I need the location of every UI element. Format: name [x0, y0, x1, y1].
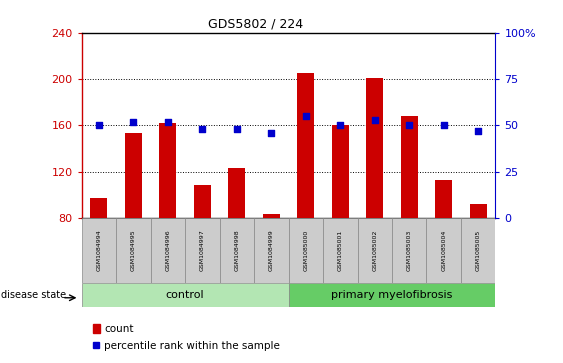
Text: GSM1085002: GSM1085002 — [372, 230, 377, 271]
Text: count: count — [104, 324, 133, 334]
Text: GSM1084994: GSM1084994 — [96, 229, 101, 272]
Text: GSM1084998: GSM1084998 — [234, 230, 239, 271]
Text: GSM1085005: GSM1085005 — [476, 230, 481, 271]
Text: GSM1084996: GSM1084996 — [166, 230, 171, 271]
Point — [95, 122, 104, 128]
Bar — [332, 125, 349, 218]
FancyBboxPatch shape — [289, 283, 495, 307]
Point — [370, 117, 379, 123]
FancyBboxPatch shape — [82, 283, 289, 307]
Text: GSM1084997: GSM1084997 — [200, 229, 205, 272]
FancyBboxPatch shape — [116, 218, 151, 283]
Bar — [435, 180, 452, 218]
Point — [336, 122, 345, 128]
FancyBboxPatch shape — [185, 218, 220, 283]
Bar — [125, 133, 142, 218]
FancyBboxPatch shape — [358, 218, 392, 283]
Point — [163, 119, 172, 125]
Point — [301, 113, 310, 119]
FancyBboxPatch shape — [151, 218, 185, 283]
Text: GSM1085003: GSM1085003 — [406, 230, 412, 271]
Text: disease state: disease state — [1, 290, 66, 300]
Point — [439, 122, 448, 128]
Text: control: control — [166, 290, 204, 300]
Point — [405, 122, 414, 128]
FancyBboxPatch shape — [220, 218, 254, 283]
Text: GSM1085000: GSM1085000 — [303, 230, 309, 271]
Bar — [263, 214, 280, 218]
Bar — [470, 204, 487, 218]
Bar — [297, 73, 314, 218]
Text: primary myelofibrosis: primary myelofibrosis — [331, 290, 453, 300]
FancyBboxPatch shape — [427, 218, 461, 283]
Bar — [159, 123, 176, 218]
Text: GSM1085004: GSM1085004 — [441, 230, 446, 271]
Text: GSM1085001: GSM1085001 — [338, 230, 343, 271]
FancyBboxPatch shape — [254, 218, 289, 283]
Text: GSM1084999: GSM1084999 — [269, 229, 274, 272]
Bar — [401, 116, 418, 218]
Text: GSM1084995: GSM1084995 — [131, 230, 136, 271]
Point — [198, 126, 207, 132]
FancyBboxPatch shape — [323, 218, 358, 283]
FancyBboxPatch shape — [289, 218, 323, 283]
Text: GDS5802 / 224: GDS5802 / 224 — [208, 18, 303, 31]
Text: percentile rank within the sample: percentile rank within the sample — [104, 341, 280, 351]
Point — [267, 130, 276, 135]
Point — [473, 128, 482, 134]
FancyBboxPatch shape — [392, 218, 427, 283]
Bar — [90, 198, 108, 218]
Bar — [228, 168, 245, 218]
Bar — [366, 78, 383, 218]
Point — [129, 119, 138, 125]
Bar — [194, 185, 211, 218]
Point — [233, 126, 242, 132]
FancyBboxPatch shape — [82, 218, 116, 283]
FancyBboxPatch shape — [461, 218, 495, 283]
